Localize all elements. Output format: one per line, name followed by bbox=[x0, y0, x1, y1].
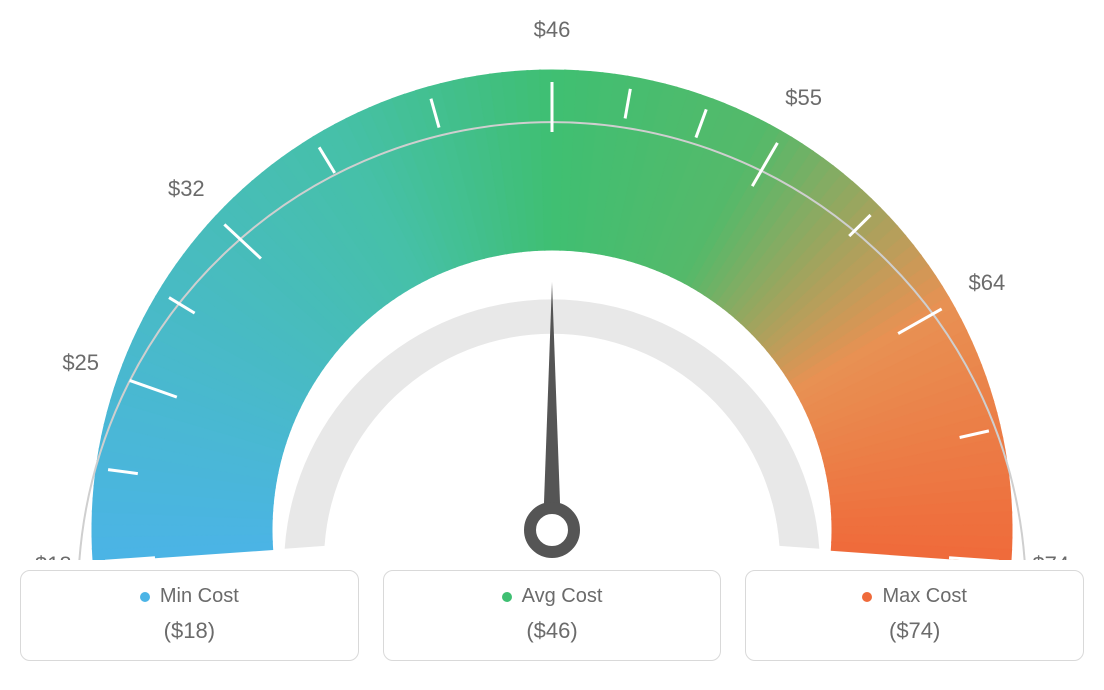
gauge-hub bbox=[530, 508, 574, 552]
card-label-row-max: Max Cost bbox=[746, 585, 1083, 608]
summary-row: Min Cost ($18) Avg Cost ($46) Max Cost (… bbox=[0, 570, 1104, 661]
gauge-tick-label: $18 bbox=[35, 552, 72, 560]
summary-card-min: Min Cost ($18) bbox=[20, 570, 359, 661]
card-label-max: Max Cost bbox=[882, 585, 966, 608]
gauge-tick-label: $64 bbox=[969, 270, 1006, 295]
card-value-min: ($18) bbox=[21, 618, 358, 644]
gauge-chart: $18 $25 $32 $46 $55 $64 $74 bbox=[0, 0, 1104, 560]
card-value-avg: ($46) bbox=[384, 618, 721, 644]
gauge-tick-label: $25 bbox=[62, 350, 99, 375]
dot-min-icon bbox=[140, 592, 150, 602]
summary-card-avg: Avg Cost ($46) bbox=[383, 570, 722, 661]
gauge-tick-label: $32 bbox=[168, 176, 205, 201]
dot-max-icon bbox=[862, 592, 872, 602]
card-label-min: Min Cost bbox=[160, 585, 239, 608]
gauge-tick-label: $55 bbox=[785, 85, 822, 110]
summary-card-max: Max Cost ($74) bbox=[745, 570, 1084, 661]
dot-avg-icon bbox=[502, 592, 512, 602]
card-label-row-avg: Avg Cost bbox=[384, 585, 721, 608]
gauge-tick-label: $46 bbox=[534, 17, 571, 42]
gauge-tick-label: $74 bbox=[1032, 552, 1069, 560]
card-label-avg: Avg Cost bbox=[522, 585, 603, 608]
card-label-row-min: Min Cost bbox=[21, 585, 358, 608]
gauge-svg: $18 $25 $32 $46 $55 $64 $74 bbox=[0, 0, 1104, 560]
card-value-max: ($74) bbox=[746, 618, 1083, 644]
